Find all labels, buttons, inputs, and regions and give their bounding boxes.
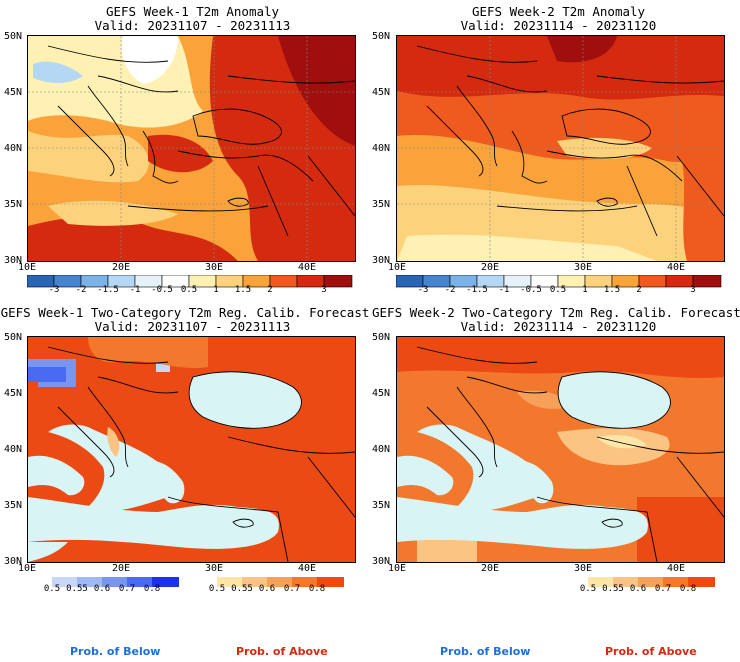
lat-label: 35N (4, 199, 23, 210)
anomaly-map-week2 (396, 35, 725, 262)
colorbar-tick: 3 (690, 285, 696, 295)
colorbar-tick: -3 (417, 285, 429, 295)
colorbar-tick: -0.5 (151, 285, 173, 295)
lat-label: 30N (372, 556, 391, 567)
colorbar-tick: -3 (48, 285, 60, 295)
lon-label: 10E (388, 563, 407, 574)
prob-below-colorbar: 0.5 0.55 0.6 0.7 0.8 (44, 573, 182, 594)
lat-label: 50N (4, 332, 23, 343)
colorbar-tick: 3 (321, 285, 327, 295)
lon-label: 20E (112, 563, 131, 574)
panel-valid-dates: Valid: 20231114 - 20231120 (460, 319, 657, 334)
lat-label: 50N (372, 31, 391, 42)
colorbar-tick: 0.55 (602, 584, 624, 594)
lat-label: 45N (4, 87, 23, 98)
lon-label: 30E (205, 563, 224, 574)
colorbar-tick: 0.6 (93, 584, 111, 594)
anomaly-colorbar: -3 -2 -1.5 -1 -0.5 0.5 1 1.5 2 3 (26, 273, 357, 295)
colorbar-tick: -0.5 (520, 285, 542, 295)
colorbar-tick: 0.6 (258, 584, 276, 594)
colorbar-tick: 0.8 (308, 584, 326, 594)
lon-label: 10E (18, 563, 37, 574)
panel-title: GEFS Week-1 Two-Category T2m Reg. Calib.… (0, 305, 370, 320)
probability-map-week2 (396, 336, 725, 563)
prob-below-label: Prob. of Below (440, 645, 531, 658)
colorbar-tick: -1 (498, 285, 510, 295)
anomaly-map-week1 (27, 35, 356, 262)
colorbar-tick: 0.55 (231, 584, 253, 594)
colorbar-tick: 0.5 (43, 584, 61, 594)
lat-label: 30N (4, 255, 23, 266)
lon-label: 40E (298, 563, 317, 574)
colorbar-tick: 0.8 (679, 584, 697, 594)
lat-label: 45N (4, 388, 23, 399)
lon-label: 10E (18, 262, 37, 273)
lon-label: 30E (574, 262, 593, 273)
lat-label: 50N (372, 332, 391, 343)
colorbar-tick: 0.5 (180, 285, 198, 295)
prob-above-label: Prob. of Above (236, 645, 328, 658)
colorbar-tick: -1.5 (466, 285, 488, 295)
panel-valid-dates: Valid: 20231107 - 20231113 (94, 18, 291, 33)
lat-label: 45N (372, 388, 391, 399)
colorbar-tick: 0.55 (66, 584, 88, 594)
lat-label: 35N (372, 199, 391, 210)
colorbar-tick: 0.7 (654, 584, 672, 594)
lon-label: 20E (112, 262, 131, 273)
colorbar-tick: -1.5 (97, 285, 119, 295)
colorbar-tick: 0.6 (629, 584, 647, 594)
colorbar-tick: 1 (213, 285, 219, 295)
probability-map-week1 (27, 336, 356, 563)
lon-label: 30E (205, 262, 224, 273)
lat-label: 30N (372, 255, 391, 266)
lon-label: 30E (574, 563, 593, 574)
panel-valid-dates: Valid: 20231107 - 20231113 (94, 319, 291, 334)
colorbar-tick: 2 (267, 285, 273, 295)
colorbar-tick: 1.5 (234, 285, 252, 295)
colorbar-tick: 0.5 (549, 285, 567, 295)
lat-label: 40N (372, 143, 391, 154)
panel-title: GEFS Week-1 T2m Anomaly (105, 4, 280, 19)
colorbar-tick: 2 (636, 285, 642, 295)
lat-label: 40N (4, 444, 23, 455)
lon-label: 10E (388, 262, 407, 273)
prob-above-colorbar: 0.5 0.55 0.6 0.7 0.8 (209, 573, 347, 594)
lat-label: 50N (4, 31, 23, 42)
colorbar-tick: 0.5 (208, 584, 226, 594)
prob-below-label: Prob. of Below (70, 645, 161, 658)
colorbar-tick: 1 (582, 285, 588, 295)
lat-label: 35N (372, 500, 391, 511)
colorbar-tick: 0.5 (579, 584, 597, 594)
lon-label: 40E (298, 262, 317, 273)
lon-label: 40E (667, 262, 686, 273)
lat-label: 30N (4, 556, 23, 567)
colorbar-tick: -2 (444, 285, 456, 295)
prob-above-label: Prob. of Above (605, 645, 697, 658)
lon-label: 20E (481, 563, 500, 574)
anomaly-colorbar: -3 -2 -1.5 -1 -0.5 0.5 1 1.5 2 3 (395, 273, 726, 295)
lon-label: 20E (481, 262, 500, 273)
prob-above-colorbar: 0.5 0.55 0.6 0.7 0.8 (580, 573, 718, 594)
lon-label: 40E (667, 563, 686, 574)
lat-label: 45N (372, 87, 391, 98)
panel-valid-dates: Valid: 20231114 - 20231120 (460, 18, 657, 33)
colorbar-tick: 0.7 (118, 584, 136, 594)
colorbar-tick: 0.7 (283, 584, 301, 594)
colorbar-tick: 1.5 (603, 285, 621, 295)
lat-label: 35N (4, 500, 23, 511)
colorbar-tick: -2 (75, 285, 87, 295)
lat-label: 40N (4, 143, 23, 154)
colorbar-tick: -1 (129, 285, 141, 295)
panel-title: GEFS Week-2 Two-Category T2m Reg. Calib.… (372, 305, 740, 320)
colorbar-tick: 0.8 (143, 584, 161, 594)
panel-title: GEFS Week-2 T2m Anomaly (471, 4, 646, 19)
lat-label: 40N (372, 444, 391, 455)
